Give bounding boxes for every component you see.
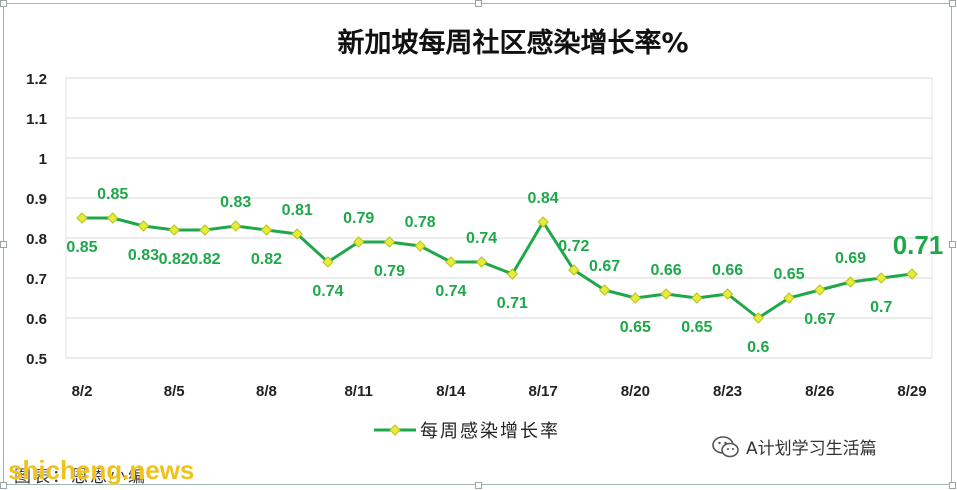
data-point (691, 292, 703, 304)
data-point (568, 264, 580, 276)
data-label: 0.71 (497, 295, 528, 312)
data-point (260, 224, 273, 236)
data-point (875, 272, 887, 284)
data-label: 0.74 (312, 283, 343, 300)
data-point (629, 292, 642, 304)
data-point (598, 284, 611, 296)
data-label: 0.69 (835, 250, 866, 267)
data-label: 0.65 (681, 319, 712, 336)
y-tick-label: 0.9 (26, 191, 47, 208)
y-tick-label: 1 (39, 151, 47, 168)
data-label: 0.82 (189, 251, 220, 268)
wechat-icon (712, 435, 739, 457)
wechat-account-name: A计划学习生活篇 (746, 439, 877, 459)
legend-marker (389, 424, 401, 436)
x-tick-label: 8/11 (344, 383, 372, 400)
data-point (291, 228, 303, 240)
plot-area (65, 77, 933, 359)
resize-handle-bottom[interactable] (475, 482, 482, 489)
series-line (82, 216, 913, 320)
y-tick-label: 0.7 (26, 271, 47, 288)
data-point (107, 212, 119, 224)
x-tick-label: 8/2 (72, 383, 93, 400)
data-point (537, 216, 549, 228)
data-point (229, 220, 242, 232)
data-label: 0.85 (66, 239, 97, 256)
y-tick-label: 1.1 (26, 111, 47, 128)
resize-handle-top[interactable] (475, 0, 482, 7)
data-point (168, 224, 180, 236)
x-tick-label: 8/17 (529, 383, 558, 400)
data-label: 0.79 (374, 263, 405, 280)
data-point (137, 220, 150, 232)
data-point (352, 236, 365, 248)
resize-handle-br[interactable] (949, 482, 956, 489)
data-label: 0.74 (466, 230, 497, 247)
data-point (660, 288, 672, 300)
site-watermark: shicheng.news (8, 455, 195, 485)
x-tick-label: 8/20 (621, 383, 650, 400)
y-tick-label: 0.5 (26, 351, 47, 368)
data-label: 0.71 (893, 230, 944, 260)
data-point (506, 268, 519, 280)
data-label: 0.74 (435, 283, 466, 300)
legend-label: 每周感染增长率 (420, 421, 560, 442)
data-label: 0.6 (747, 339, 769, 356)
data-label: 0.72 (558, 238, 589, 255)
data-point (414, 240, 426, 252)
data-point (199, 224, 211, 236)
data-point (814, 284, 826, 296)
data-label: 0.66 (712, 262, 743, 279)
x-tick-label: 8/23 (713, 383, 742, 400)
x-tick-label: 8/8 (256, 383, 277, 400)
data-label: 0.7 (870, 299, 892, 316)
data-label: 0.67 (804, 311, 835, 328)
x-tick-label: 8/26 (805, 383, 834, 400)
legend: 每周感染增长率 (374, 421, 560, 442)
data-label: 0.85 (97, 186, 128, 203)
resize-handle-tl[interactable] (0, 0, 7, 7)
data-point (475, 256, 488, 268)
data-point (783, 292, 795, 304)
data-label: 0.65 (773, 266, 804, 283)
data-label: 0.83 (220, 194, 251, 211)
resize-handle-left[interactable] (0, 241, 7, 248)
y-tick-label: 1.2 (26, 71, 47, 88)
data-point (383, 236, 396, 248)
data-point (844, 276, 857, 288)
y-tick-label: 0.8 (26, 231, 47, 248)
data-label: 0.82 (159, 251, 190, 268)
data-point (445, 256, 457, 268)
data-point (752, 312, 765, 324)
wechat-watermark: A计划学习生活篇 (712, 434, 877, 459)
data-point (76, 212, 88, 224)
data-label: 0.83 (128, 247, 159, 264)
resize-handle-tr[interactable] (949, 0, 956, 7)
data-label: 0.84 (528, 190, 559, 207)
data-label: 0.78 (405, 214, 436, 231)
data-label: 0.65 (620, 319, 651, 336)
data-label: 0.82 (251, 251, 282, 268)
data-label: 0.79 (343, 210, 374, 227)
x-tick-label: 8/5 (164, 383, 185, 400)
y-tick-label: 0.6 (26, 311, 47, 328)
data-label: 0.66 (651, 262, 682, 279)
data-point (906, 268, 918, 280)
data-point (721, 288, 734, 300)
data-label: 0.81 (282, 202, 313, 219)
x-tick-label: 8/29 (897, 383, 926, 400)
resize-handle-bl[interactable] (0, 482, 7, 489)
resize-handle-right[interactable] (949, 241, 956, 248)
data-label: 0.67 (589, 258, 620, 275)
x-tick-label: 8/14 (436, 383, 466, 400)
data-point (322, 256, 334, 268)
chart-caption: 图表：恩恩小编 (14, 467, 147, 487)
chart-title: 新加坡每周社区感染增长率% (337, 27, 688, 59)
